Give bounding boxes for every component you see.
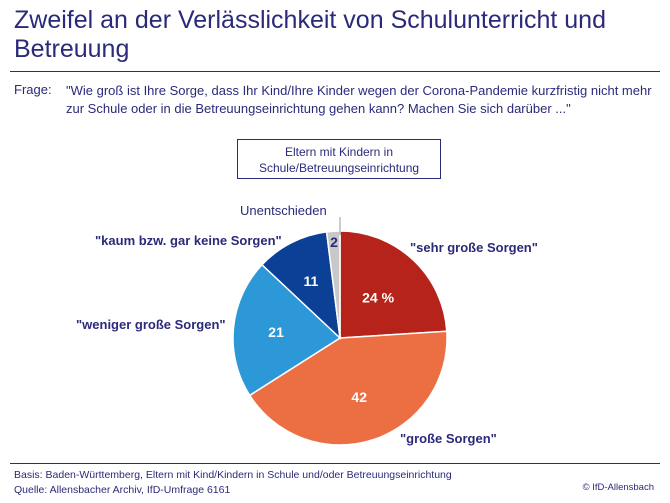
value-label-grosse-sorgen: 42 — [351, 389, 367, 405]
pie-slice-grosse-sorgen — [248, 330, 448, 446]
slice-label-weniger-grosse-sorgen: "weniger große Sorgen" — [76, 317, 226, 332]
top-divider — [10, 71, 660, 72]
question-label: Frage: — [14, 82, 52, 97]
pie-value-labels: 24 % 42 21 11 2 — [268, 234, 394, 405]
value-label-sehr-grosse-sorgen: 24 % — [362, 289, 394, 305]
slice-label-sehr-grosse-sorgen: "sehr große Sorgen" — [410, 240, 538, 255]
pie-slice-sehr-grosse-sorgen — [339, 230, 448, 339]
footer-source: Quelle: Allensbacher Archiv, IfD-Umfrage… — [14, 484, 231, 496]
value-label-weniger-grosse-sorgen: 21 — [268, 324, 284, 340]
bottom-divider — [10, 463, 660, 464]
value-label-kaum-keine-sorgen: 11 — [303, 273, 318, 289]
slice-label-grosse-sorgen: "große Sorgen" — [400, 431, 497, 446]
copyright: © IfD-Allensbach — [582, 482, 654, 493]
footer: Basis: Baden-Württemberg, Eltern mit Kin… — [14, 468, 452, 498]
pie-slices — [232, 230, 448, 446]
slice-label-kaum-keine-sorgen: "kaum bzw. gar keine Sorgen" — [95, 233, 282, 248]
slice-label-unentschieden: Unentschieden — [240, 203, 327, 218]
value-label-unentschieden: 2 — [330, 234, 338, 250]
pie-slice-kaum-keine-sorgen — [260, 231, 342, 340]
footer-basis: Basis: Baden-Württemberg, Eltern mit Kin… — [14, 469, 452, 481]
chart-title: Zweifel an der Verlässlichkeit von Schul… — [14, 6, 606, 63]
pie-slice-weniger-grosse-sorgen — [232, 263, 342, 397]
question-text: "Wie groß ist Ihre Sorge, dass Ihr Kind/… — [66, 83, 652, 116]
respondent-group-box: Eltern mit Kindern in Schule/Betreuungse… — [237, 139, 441, 179]
